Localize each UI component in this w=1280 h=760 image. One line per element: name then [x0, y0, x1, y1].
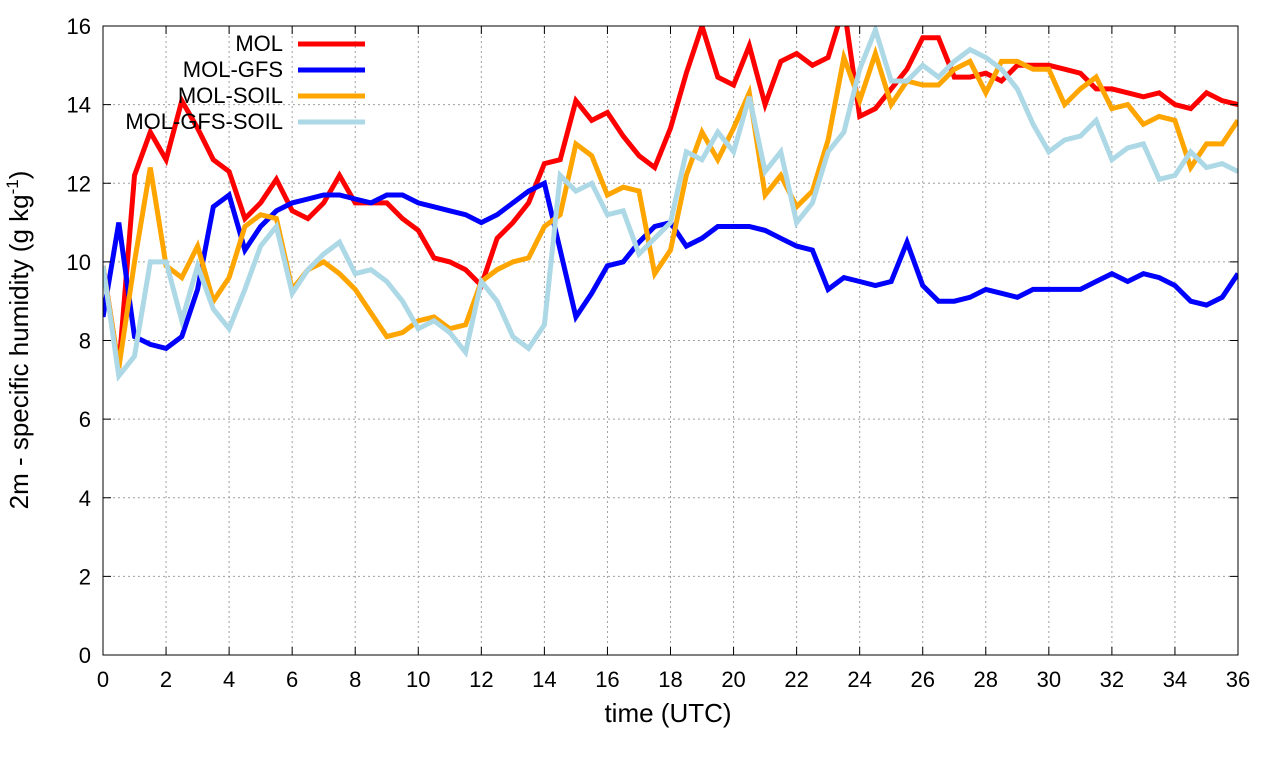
series-lines: [103, 26, 1238, 382]
y-tick-label: 2: [79, 564, 91, 589]
x-tick-label: 8: [349, 667, 361, 692]
y-tick-label: 14: [67, 93, 91, 118]
y-axis-title: 2m - specific humidity (g kg-1): [3, 171, 34, 510]
legend-label-mol-gfs-soil: MOL-GFS-SOIL: [125, 109, 283, 134]
legend-label-mol-gfs: MOL-GFS: [183, 57, 283, 82]
x-tick-label: 6: [286, 667, 298, 692]
y-axis-title-main: 2m - specific humidity (g kg: [4, 194, 34, 509]
x-tick-label: 4: [223, 667, 235, 692]
x-tick-label: 22: [784, 667, 808, 692]
x-tick-label: 10: [406, 667, 430, 692]
y-tick-label: 12: [67, 171, 91, 196]
x-axis-title: time (UTC): [604, 698, 731, 728]
x-tick-label: 16: [595, 667, 619, 692]
series-line-mol-gfs: [103, 179, 1238, 352]
x-tick-label: 20: [721, 667, 745, 692]
x-tick-label: 26: [910, 667, 934, 692]
x-tick-label: 30: [1037, 667, 1061, 692]
legend-label-mol: MOL: [235, 31, 283, 56]
x-tick-label: 28: [974, 667, 998, 692]
x-tick-label: 2: [160, 667, 172, 692]
x-tick-label: 34: [1163, 667, 1187, 692]
x-tick-label: 32: [1100, 667, 1124, 692]
series-line-mol-gfs-soil: [103, 26, 1238, 382]
y-tick-label: 4: [79, 486, 91, 511]
y-tick-label: 0: [79, 643, 91, 668]
y-tick-label: 10: [67, 250, 91, 275]
series-line-mol: [103, 26, 1238, 369]
x-tick-label: 12: [469, 667, 493, 692]
x-tick-label: 18: [658, 667, 682, 692]
axis-ticks: 0 2 4 6 8 10 12 14 16 18 20 22 24 26 28 30 32 34 360246810…: [67, 14, 1251, 692]
x-tick-label: 14: [532, 667, 556, 692]
y-tick-label: 6: [79, 407, 91, 432]
legend-label-mol-soil: MOL-SOIL: [178, 83, 283, 108]
x-tick-label: 36: [1226, 667, 1250, 692]
y-tick-label: 8: [79, 329, 91, 354]
x-tick-label: 24: [847, 667, 871, 692]
y-axis-title-close: ): [4, 171, 34, 180]
y-tick-label: 16: [67, 14, 91, 39]
x-tick-label: 0: [97, 667, 109, 692]
y-axis-title-sup: -1: [3, 179, 22, 194]
